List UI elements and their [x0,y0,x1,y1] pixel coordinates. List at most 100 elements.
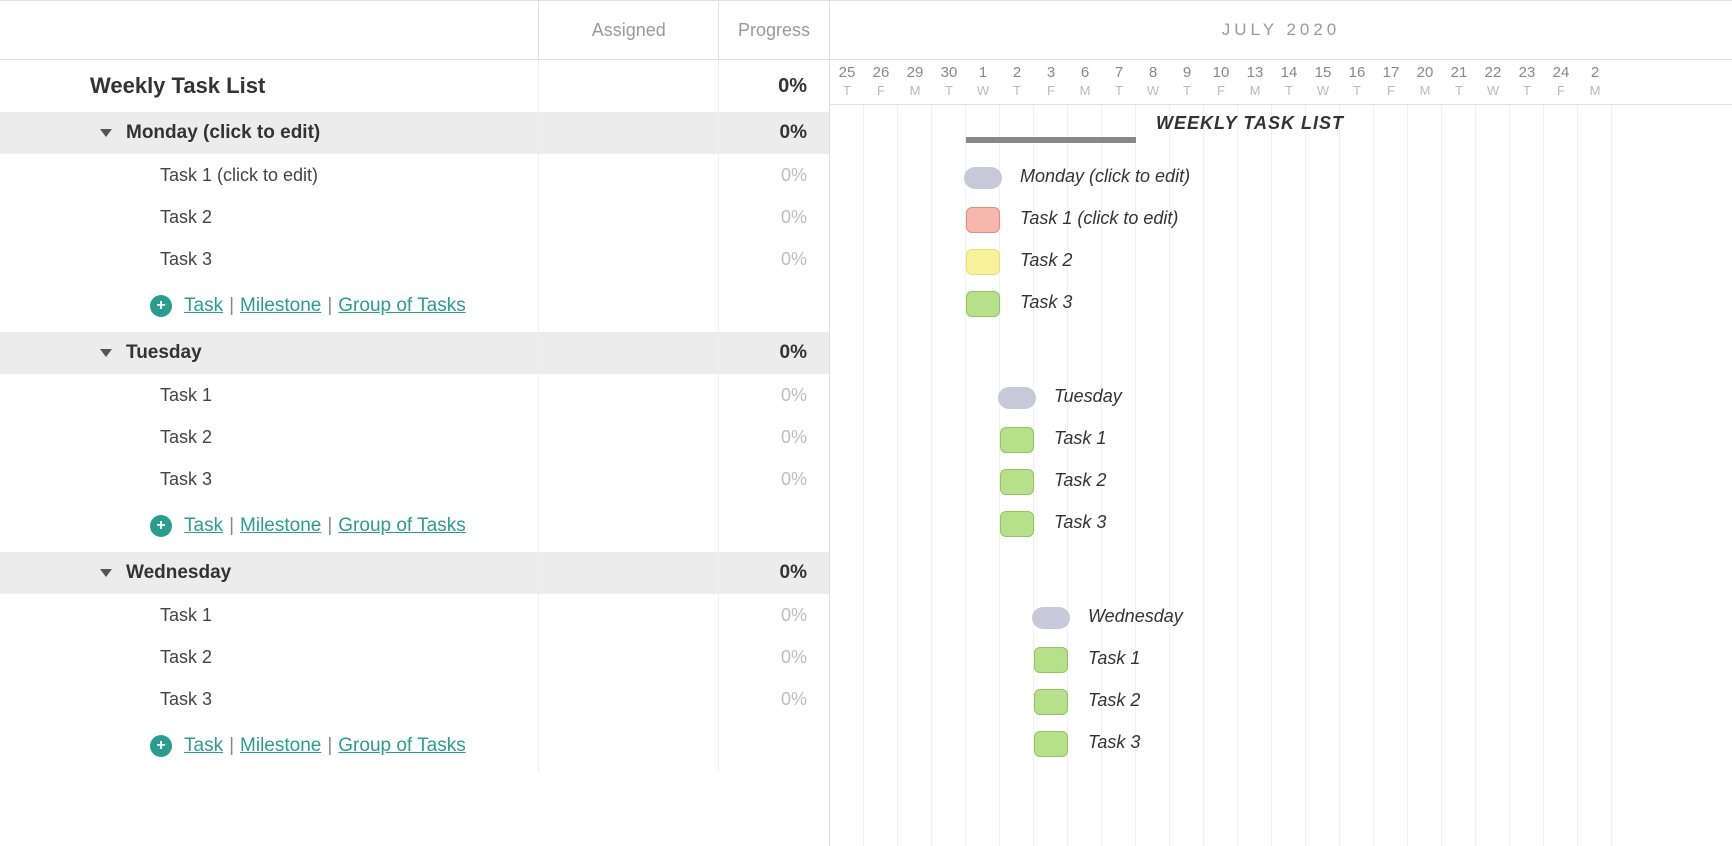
row-assigned-cell[interactable] [539,416,719,458]
task-bar[interactable] [1034,647,1068,673]
row-progress-cell[interactable]: 0% [719,374,829,416]
group-name[interactable]: Monday (click to edit) [126,122,320,144]
row-assigned-cell[interactable] [539,552,719,594]
task-bar[interactable] [1000,511,1034,537]
row-name-cell[interactable]: Task 3 [0,458,539,500]
add-milestone-link[interactable]: Milestone [240,295,321,317]
date-col[interactable]: 24F [1544,60,1578,104]
row-name-cell[interactable]: Task 1 [0,374,539,416]
row-assigned-cell[interactable] [539,154,719,196]
task-name[interactable]: Task 2 [160,647,212,668]
date-col[interactable]: 17F [1374,60,1408,104]
date-col[interactable]: 15W [1306,60,1340,104]
date-col[interactable]: 16T [1340,60,1374,104]
row-name-cell[interactable]: Task 3 [0,678,539,720]
date-col[interactable]: 10F [1204,60,1238,104]
row-name-cell[interactable]: Task 1 [0,594,539,636]
row-name-cell[interactable]: +Task|Milestone|Group of Tasks [0,500,539,552]
plus-icon[interactable]: + [150,735,172,757]
task-name[interactable]: Task 3 [160,689,212,710]
row-name-cell[interactable]: +Task|Milestone|Group of Tasks [0,720,539,772]
task-bar[interactable] [966,207,1000,233]
row-progress-cell[interactable]: 0% [719,238,829,280]
date-col[interactable]: 30T [932,60,966,104]
row-assigned-cell[interactable] [539,112,719,154]
task-bar[interactable] [1034,689,1068,715]
row-progress-cell[interactable]: 0% [719,594,829,636]
task-bar[interactable] [966,249,1000,275]
date-col[interactable]: 23T [1510,60,1544,104]
date-col[interactable]: 2M [1578,60,1612,104]
row-assigned-cell[interactable] [539,196,719,238]
task-name[interactable]: Task 1 (click to edit) [160,165,318,186]
add-task-link[interactable]: Task [184,735,223,757]
project-title[interactable]: Weekly Task List [90,73,265,99]
add-milestone-link[interactable]: Milestone [240,515,321,537]
date-col[interactable]: 20M [1408,60,1442,104]
row-assigned-cell[interactable] [539,500,719,552]
row-assigned-cell[interactable] [539,60,719,112]
row-assigned-cell[interactable] [539,332,719,374]
plus-icon[interactable]: + [150,515,172,537]
date-col[interactable]: 2T [1000,60,1034,104]
row-name-cell[interactable]: Task 2 [0,416,539,458]
date-col[interactable]: 7T [1102,60,1136,104]
task-name[interactable]: Task 2 [160,427,212,448]
row-assigned-cell[interactable] [539,636,719,678]
add-group-link[interactable]: Group of Tasks [338,515,465,537]
row-progress-cell[interactable]: 0% [719,154,829,196]
task-name[interactable]: Task 3 [160,249,212,270]
row-name-cell[interactable]: +Task|Milestone|Group of Tasks [0,280,539,332]
date-col[interactable]: 26F [864,60,898,104]
chevron-down-icon[interactable] [100,349,112,357]
task-bar[interactable] [1000,469,1034,495]
project-bar[interactable] [966,137,1136,143]
row-progress-cell[interactable]: 0% [719,636,829,678]
row-assigned-cell[interactable] [539,280,719,332]
row-assigned-cell[interactable] [539,594,719,636]
row-assigned-cell[interactable] [539,678,719,720]
date-col[interactable]: 14T [1272,60,1306,104]
row-name-cell[interactable]: Task 1 (click to edit) [0,154,539,196]
row-name-cell[interactable]: Weekly Task List [0,60,539,112]
row-name-cell[interactable]: Task 3 [0,238,539,280]
date-col[interactable]: 22W [1476,60,1510,104]
add-group-link[interactable]: Group of Tasks [338,735,465,757]
date-col[interactable]: 3F [1034,60,1068,104]
row-name-cell[interactable]: Task 2 [0,196,539,238]
add-milestone-link[interactable]: Milestone [240,735,321,757]
row-assigned-cell[interactable] [539,238,719,280]
row-progress-cell[interactable]: 0% [719,552,829,594]
task-name[interactable]: Task 1 [160,385,212,406]
date-col[interactable]: 8W [1136,60,1170,104]
date-col[interactable]: 9T [1170,60,1204,104]
row-progress-cell[interactable]: 0% [719,678,829,720]
task-bar[interactable] [1000,427,1034,453]
row-name-cell[interactable]: Task 2 [0,636,539,678]
chevron-down-icon[interactable] [100,129,112,137]
group-bubble[interactable] [1032,607,1070,629]
row-progress-cell[interactable]: 0% [719,332,829,374]
date-col[interactable]: 21T [1442,60,1476,104]
row-name-cell[interactable]: Wednesday [0,552,539,594]
row-name-cell[interactable]: Monday (click to edit) [0,112,539,154]
date-col[interactable]: 1W [966,60,1000,104]
group-bubble[interactable] [998,387,1036,409]
date-col[interactable]: 13M [1238,60,1272,104]
row-progress-cell[interactable]: 0% [719,416,829,458]
task-bar[interactable] [1034,731,1068,757]
row-progress-cell[interactable]: 0% [719,60,829,112]
row-assigned-cell[interactable] [539,374,719,416]
row-progress-cell[interactable] [719,720,829,772]
row-progress-cell[interactable] [719,280,829,332]
plus-icon[interactable]: + [150,295,172,317]
add-group-link[interactable]: Group of Tasks [338,295,465,317]
group-bubble[interactable] [964,167,1002,189]
group-name[interactable]: Wednesday [126,562,231,584]
add-task-link[interactable]: Task [184,515,223,537]
row-progress-cell[interactable]: 0% [719,112,829,154]
task-name[interactable]: Task 3 [160,469,212,490]
row-name-cell[interactable]: Tuesday [0,332,539,374]
task-bar[interactable] [966,291,1000,317]
add-task-link[interactable]: Task [184,295,223,317]
